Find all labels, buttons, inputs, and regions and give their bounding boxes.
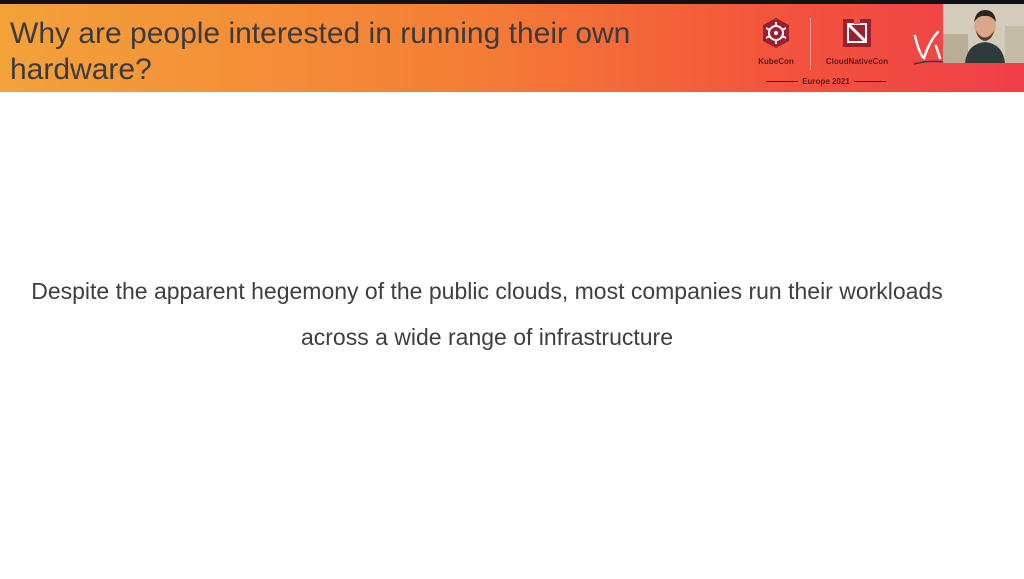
slide-body-text: Despite the apparent hegemony of the pub… [31, 278, 943, 350]
speaker-video-thumbnail [943, 4, 1024, 63]
kubecon-logo-icon [763, 18, 789, 48]
kubecon-label: KubeCon [758, 57, 794, 66]
slide-header: Why are people interested in running the… [0, 4, 1024, 92]
event-branding: KubeCon CloudNativeCon Europe 2021 [750, 14, 945, 89]
logo-divider [810, 18, 811, 70]
virtual-script-logo-icon [913, 30, 944, 65]
top-window-edge [0, 0, 1024, 4]
event-name: Europe 2021 [750, 77, 902, 86]
cloudnativecon-logo-icon [843, 19, 871, 47]
cloudnativecon-label: CloudNativeCon [825, 57, 889, 66]
speaker-avatar-icon [943, 4, 1024, 63]
cloudnativecon-logo: CloudNativeCon [812, 16, 902, 66]
kubecon-logo: KubeCon [750, 16, 802, 66]
slide-title: Why are people interested in running the… [10, 17, 631, 86]
